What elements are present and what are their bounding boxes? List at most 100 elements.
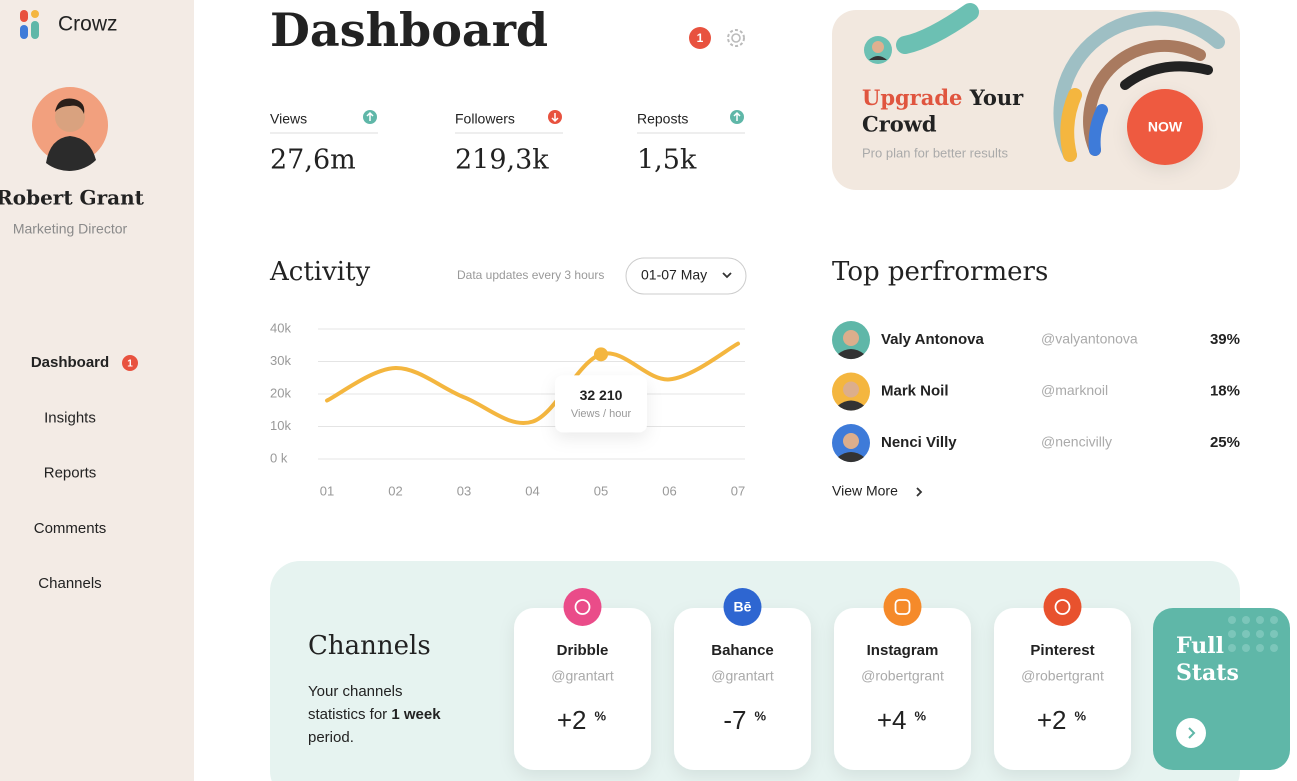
channel-unit: % (595, 708, 607, 723)
performer-name[interactable]: Valy Antonova (881, 331, 984, 348)
date-range[interactable]: 01-07 May (641, 267, 707, 283)
nav-item[interactable]: Insights (44, 409, 96, 426)
profile-avatar (32, 87, 108, 171)
promo-title: Upgrade Your (862, 85, 1024, 110)
activity-chart: 0 k 10k 20k 30k 40k 01 02 03 04 05 06 07 32 210 Views… (270, 320, 745, 498)
x-tick-label: 01 (320, 483, 334, 498)
promo-button[interactable] (1127, 89, 1203, 165)
performer-handle: @marknoil (1041, 382, 1108, 398)
x-tick-label: 02 (388, 483, 402, 498)
performer-body (838, 349, 864, 360)
line-series (325, 341, 740, 425)
performer-share: 39% (1210, 331, 1240, 348)
performer-name[interactable]: Nenci Villy (881, 434, 957, 451)
nav-item[interactable]: Channels (38, 575, 101, 592)
full-stats-label[interactable]: Stats (1176, 660, 1239, 686)
stat-trend-arrow (366, 111, 374, 121)
performers-list: Valy Antonova @valyantonova 39% Mark Noil @m… (832, 321, 1240, 463)
channel-name: Dribble (557, 642, 609, 659)
performer-share: 18% (1210, 382, 1240, 399)
stat-value: 219,3k (455, 145, 549, 176)
channel-icon-glyph (574, 599, 591, 615)
channel-unit: % (755, 708, 767, 723)
full-stats-label[interactable]: Full (1176, 633, 1224, 659)
channel-card[interactable] (674, 608, 811, 770)
channel-change: +4 (877, 705, 907, 735)
stat-value: 1,5k (637, 145, 697, 176)
description-text: statistics for (308, 706, 387, 723)
stat-trend-arrow (551, 113, 559, 123)
performer-name[interactable]: Mark Noil (881, 382, 949, 399)
description-bold: 1 week (391, 706, 441, 723)
brand: Crowz (58, 13, 118, 36)
performer-body (838, 400, 864, 411)
tooltip-caption: Views / hour (571, 408, 632, 420)
channel-icon (563, 588, 602, 626)
channel-name: Bahance (711, 642, 774, 659)
x-tick-label: 05 (594, 483, 608, 498)
channel-icon (883, 588, 922, 626)
y-tick-label: 0 k (270, 450, 288, 465)
channel-handle: @grantart (711, 668, 774, 684)
channels-title: Channels (308, 631, 431, 661)
nav-item[interactable]: Comments (34, 520, 107, 537)
settings-icon[interactable] (727, 29, 745, 47)
stat-label: Reposts (637, 111, 688, 127)
stats: Views 27,6m Followers 219,3k Reposts 1,5k (270, 110, 745, 176)
date-range-picker[interactable] (625, 257, 747, 295)
logo (20, 10, 39, 39)
chart-subtitle: Data updates every 3 hours (457, 268, 604, 282)
channel-handle: @robertgrant (1021, 668, 1104, 684)
channel-change: +2 (1037, 705, 1067, 735)
performer-handle: @nencivilly (1041, 434, 1112, 450)
channel-icon-label: Bē (734, 599, 752, 615)
channel-card[interactable] (514, 608, 651, 770)
view-more[interactable]: View More (832, 483, 898, 499)
performer-face (843, 433, 859, 449)
channel-icon-glyph (894, 599, 911, 615)
nav-item[interactable]: Dashboard (31, 354, 109, 371)
view-more-arrow[interactable] (916, 487, 923, 497)
promo-title-line: Crowd (862, 112, 937, 137)
performer-share: 25% (1210, 434, 1240, 451)
channel-handle: @grantart (551, 668, 614, 684)
channel-card[interactable] (994, 608, 1131, 770)
promo-title-rest: Your (969, 85, 1024, 110)
tooltip (555, 375, 647, 433)
channel-icon-glyph (1054, 599, 1071, 615)
performer-handle: @valyantonova (1041, 331, 1138, 347)
nav-badge (122, 355, 138, 371)
nav-item[interactable]: Reports (44, 465, 97, 482)
y-tick-label: 10k (270, 418, 291, 433)
channel-icon (1043, 588, 1082, 626)
channel-unit: % (915, 708, 927, 723)
channel-unit: % (1075, 708, 1087, 723)
channel-change: -7 (723, 705, 746, 735)
stat-value: 27,6m (270, 145, 356, 176)
nav: Dashboard 1 Insights Reports Comments Channel… (31, 354, 138, 592)
stat-label: Followers (455, 111, 515, 127)
channel-name: Pinterest (1030, 642, 1094, 659)
y-tick-label: 40k (270, 320, 291, 335)
performer-face (843, 381, 859, 398)
highlight-point (594, 347, 608, 362)
performer-face (843, 330, 859, 346)
channel-handle: @robertgrant (861, 668, 944, 684)
x-tick-label: 07 (731, 483, 745, 498)
promo-button-label[interactable]: NOW (1148, 119, 1183, 135)
channel-cards: Dribble @grantart +2 % Bē Bahance @grantart -7%… (514, 588, 1131, 770)
stat-trend-arrow (733, 111, 741, 121)
user-role: Marketing Director (13, 221, 128, 237)
promo-card[interactable] (832, 3, 1240, 190)
x-tick-label: 06 (662, 483, 676, 498)
page-title: Dashboard (270, 3, 548, 57)
promo-subtitle: Pro plan for better results (862, 145, 1008, 160)
full-stats-card[interactable] (1153, 608, 1290, 770)
notification-badge[interactable] (689, 27, 711, 49)
stat-label: Views (270, 111, 307, 127)
y-tick-label: 30k (270, 353, 291, 368)
channel-card[interactable] (834, 608, 971, 770)
